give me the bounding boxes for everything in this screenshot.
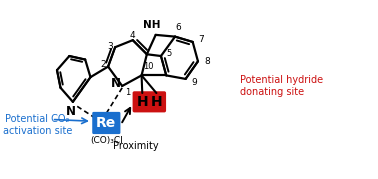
Text: 6: 6 — [175, 23, 181, 32]
Text: Re: Re — [96, 116, 116, 130]
FancyBboxPatch shape — [92, 112, 121, 134]
Text: 4: 4 — [130, 31, 136, 40]
Text: NH: NH — [143, 20, 161, 30]
Text: Proximity: Proximity — [113, 141, 159, 151]
Text: Potential hydride
donating site: Potential hydride donating site — [240, 75, 324, 97]
Text: 1: 1 — [125, 88, 130, 97]
Text: 5: 5 — [166, 49, 171, 58]
Text: 3: 3 — [107, 42, 113, 51]
Text: 10: 10 — [143, 62, 154, 71]
Text: 8: 8 — [204, 57, 210, 66]
Text: (CO)₃Cl: (CO)₃Cl — [90, 136, 123, 145]
Text: N: N — [110, 77, 121, 90]
Text: H: H — [136, 95, 148, 109]
Text: H: H — [150, 95, 162, 109]
Text: 2: 2 — [100, 60, 105, 69]
Text: 9: 9 — [191, 78, 197, 87]
Text: N: N — [66, 105, 76, 118]
Text: Potential CO₂
activation site: Potential CO₂ activation site — [3, 113, 72, 136]
Text: 7: 7 — [198, 35, 204, 44]
FancyBboxPatch shape — [133, 91, 166, 112]
